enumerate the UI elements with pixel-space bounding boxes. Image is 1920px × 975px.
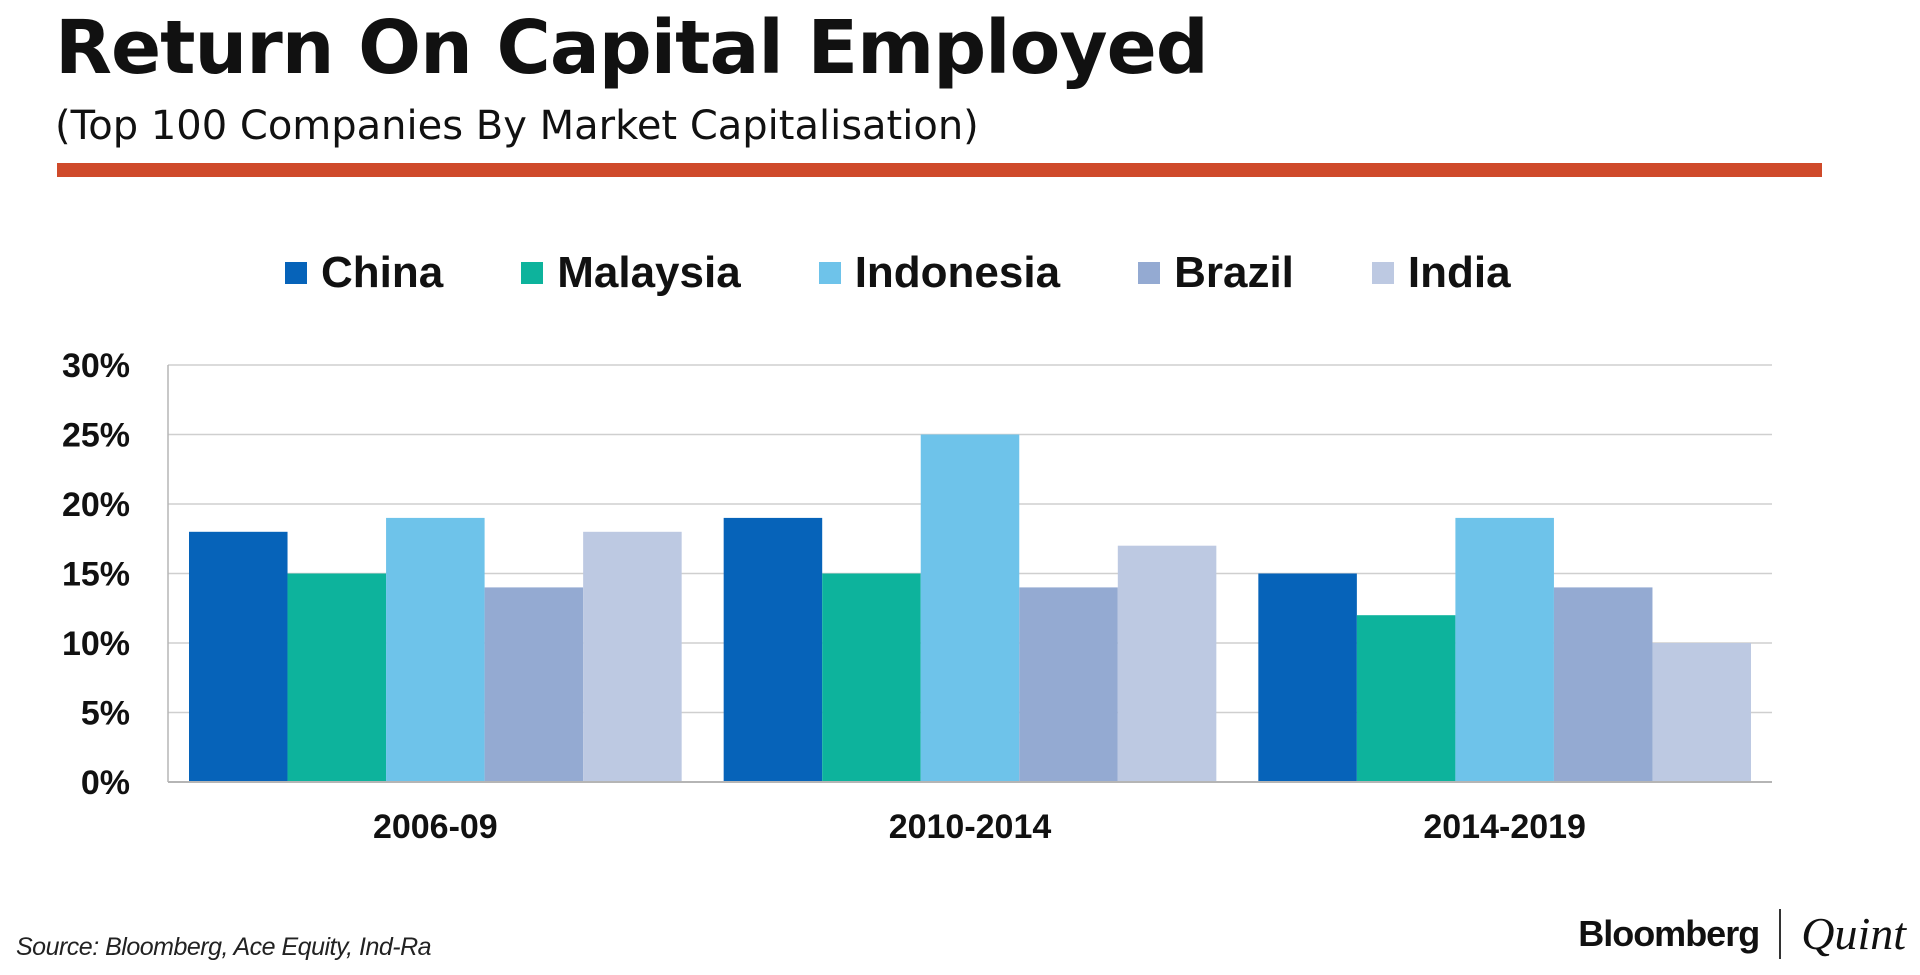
legend-item-india: India bbox=[1371, 248, 1511, 298]
brand-quint: Quint bbox=[1801, 908, 1906, 959]
brand-bloomberg: Bloomberg bbox=[1578, 912, 1760, 954]
x-tick-label: 2014-2019 bbox=[1423, 808, 1586, 846]
bar-brazil-2010-2014 bbox=[1019, 587, 1118, 782]
legend-swatch-india bbox=[1371, 262, 1394, 284]
bar-brazil-2006-09 bbox=[484, 587, 584, 782]
y-tick-label: 15% bbox=[62, 556, 130, 594]
bar-indonesia-2014-2019 bbox=[1455, 517, 1554, 782]
brand-logo: Bloomberg Quint bbox=[1578, 907, 1906, 960]
y-tick-label: 5% bbox=[81, 695, 130, 733]
bar-india-2010-2014 bbox=[1117, 545, 1217, 782]
legend-label-india: India bbox=[1407, 248, 1511, 297]
chart-legend: China Malaysia Indonesia Brazil India bbox=[285, 248, 1589, 298]
legend-swatch-brazil bbox=[1138, 262, 1161, 284]
legend-label-china: China bbox=[321, 248, 444, 297]
y-tick-label: 10% bbox=[62, 625, 130, 663]
x-tick-label: 2010-2014 bbox=[889, 808, 1052, 846]
y-tick-label: 0% bbox=[81, 764, 130, 802]
source-note: Source: Bloomberg, Ace Equity, Ind-Ra bbox=[16, 933, 432, 961]
bar-china-2010-2014 bbox=[723, 517, 823, 782]
bar-india-2014-2019 bbox=[1652, 643, 1751, 782]
title-underline-rule bbox=[57, 163, 1822, 177]
bar-malaysia-2010-2014 bbox=[822, 573, 921, 782]
chart-subtitle: (Top 100 Companies By Market Capitalisat… bbox=[55, 103, 979, 149]
y-tick-label: 20% bbox=[62, 486, 130, 524]
chart-title: Return On Capital Employed bbox=[55, 5, 1209, 91]
bar-india-2006-09 bbox=[583, 531, 682, 782]
bar-china-2006-09 bbox=[189, 531, 288, 782]
bar-malaysia-2014-2019 bbox=[1356, 615, 1456, 782]
legend-item-china: China bbox=[285, 248, 443, 298]
legend-item-malaysia: Malaysia bbox=[521, 248, 741, 298]
legend-label-indonesia: Indonesia bbox=[854, 248, 1061, 297]
legend-swatch-china bbox=[285, 262, 307, 284]
bar-chart: 0% 5% 10% 15% 20% 25% 30% 2006-09 2010-2014 2014-… bbox=[62, 347, 1772, 846]
legend-swatch-indonesia bbox=[818, 262, 841, 284]
bar-indonesia-2010-2014 bbox=[920, 434, 1020, 782]
bar-china-2014-2019 bbox=[1258, 573, 1357, 782]
bar-brazil-2014-2019 bbox=[1553, 587, 1653, 782]
legend-item-indonesia: Indonesia bbox=[818, 248, 1061, 298]
legend-swatch-malaysia bbox=[521, 262, 544, 284]
legend-label-malaysia: Malaysia bbox=[557, 248, 741, 297]
legend-label-brazil: Brazil bbox=[1174, 248, 1294, 297]
bar-indonesia-2006-09 bbox=[386, 517, 485, 782]
x-tick-label: 2006-09 bbox=[373, 808, 498, 846]
bar-malaysia-2006-09 bbox=[287, 573, 387, 782]
y-tick-label: 30% bbox=[62, 347, 130, 385]
legend-item-brazil: Brazil bbox=[1138, 248, 1294, 298]
y-tick-label: 25% bbox=[62, 417, 130, 455]
brand-divider bbox=[1779, 908, 1782, 959]
